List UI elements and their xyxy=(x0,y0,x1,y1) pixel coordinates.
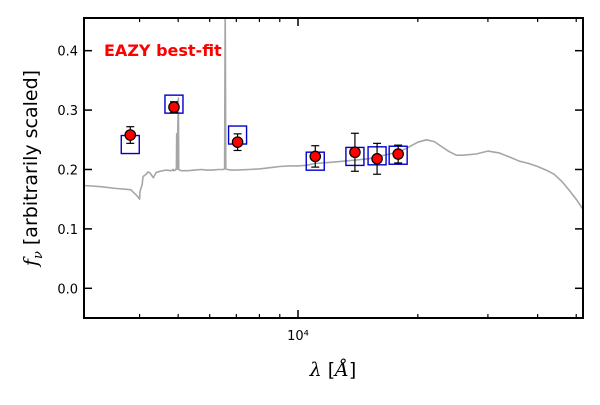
observed-flux-point xyxy=(231,136,244,148)
model-flux-box xyxy=(164,94,184,114)
template-spectrum-layer xyxy=(84,18,583,210)
x-axis-title: λ [Å] xyxy=(309,359,357,381)
annotation-eazy-best-fit: EAZY best-fit xyxy=(104,41,222,60)
y-tick-label: 0.2 xyxy=(57,163,78,178)
y-tick-label: 0.0 xyxy=(57,282,78,297)
observed-flux-point xyxy=(371,152,383,165)
observed-flux-point xyxy=(124,129,137,141)
observed-flux-point xyxy=(168,101,180,113)
observed-point-layer xyxy=(124,101,404,165)
x-tick-label: 10⁴ xyxy=(287,329,309,344)
template-spectrum-line xyxy=(84,18,583,210)
observed-flux-point xyxy=(309,150,322,163)
y-tick-label: 0.3 xyxy=(57,104,78,119)
y-tick-label: 0.4 xyxy=(57,45,78,60)
y-axis-title: fν [arbitrarily scaled] xyxy=(20,70,46,268)
observed-flux-point xyxy=(392,148,404,160)
model-box-layer xyxy=(120,94,408,171)
tick-label-layer: 0.0 0.1 0.2 0.3 0.4 10⁴ xyxy=(57,45,309,344)
y-tick-label: 0.1 xyxy=(57,223,78,238)
tick-layer xyxy=(84,18,583,318)
observed-flux-point xyxy=(349,146,361,159)
plot-frame xyxy=(83,17,584,319)
